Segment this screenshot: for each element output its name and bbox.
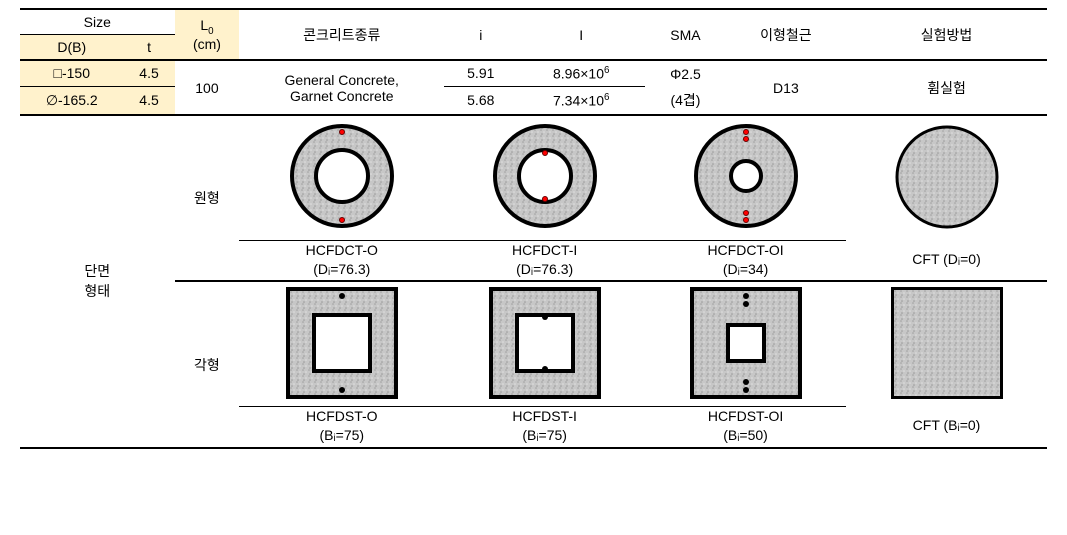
rect-diagram-3 <box>846 281 1047 406</box>
cap: HCFDST-O <box>306 408 378 424</box>
sub: (Dᵢ=34) <box>723 261 768 277</box>
cap: HCFDCT-I <box>512 242 577 258</box>
cell-iup-2: 7.34×106 <box>517 86 645 115</box>
hdr-i-up: I <box>517 9 645 60</box>
cell-l0: 100 <box>175 60 240 115</box>
sensor-dot <box>542 366 548 372</box>
hdr-sma: SMA <box>645 9 726 60</box>
hdr-rebar: 이형철근 <box>726 9 846 60</box>
sub: (Dᵢ=76.3) <box>313 261 370 277</box>
cap: CFT (Dᵢ=0) <box>912 251 980 267</box>
sensor-dot <box>339 217 345 223</box>
cell-rebar: D13 <box>726 60 846 115</box>
cell-conc: General Concrete,Garnet Concrete <box>239 60 444 115</box>
hdr-method: 실험방법 <box>846 9 1047 60</box>
hdr-l0-sym: L <box>200 17 208 33</box>
hdr-size: Size <box>20 9 175 35</box>
cell-conc-1: General Concrete, <box>285 72 399 88</box>
circ-cap-2: HCFDCT-OI (Dᵢ=34) <box>645 240 846 281</box>
sub: (Dᵢ=76.3) <box>516 261 573 277</box>
circ-diagram-3 <box>846 115 1047 240</box>
sensor-dot <box>743 217 749 223</box>
cell-ilow-1: 5.91 <box>444 60 517 86</box>
hdr-l0-unit: (cm) <box>193 36 221 52</box>
sub: (Bᵢ=50) <box>723 427 768 443</box>
hdr-t: t <box>124 35 175 61</box>
cell-iup-2-base: 7.34×10 <box>553 93 604 109</box>
sensor-dot <box>542 196 548 202</box>
rect-cap-0: HCFDST-O (Bᵢ=75) <box>239 406 444 447</box>
hdr-db: D(B) <box>20 35 124 61</box>
circle-OI-sensor <box>693 123 799 232</box>
circ-cap-3: CFT (Dᵢ=0) <box>846 240 1047 281</box>
sub: (Bᵢ=75) <box>522 427 567 443</box>
sensor-dot <box>743 136 749 142</box>
rect-solid <box>891 287 1003 399</box>
cap: HCFDST-OI <box>708 408 783 424</box>
cap: HCFDST-I <box>512 408 577 424</box>
hdr-l0-sub: 0 <box>208 25 213 36</box>
cap: HCFDCT-O <box>306 242 378 258</box>
cell-t-2: 4.5 <box>124 86 175 115</box>
circle-O-sensor <box>289 123 395 232</box>
sensor-dot <box>743 301 749 307</box>
sensor-dot <box>339 387 345 393</box>
rect-cap-3: CFT (Bᵢ=0) <box>846 406 1047 447</box>
cell-t-1: 4.5 <box>124 60 175 86</box>
cell-iup-1-exp: 6 <box>604 65 609 76</box>
rect-diagram-1 <box>444 281 645 406</box>
spec-table: Size L0(cm) 콘크리트종류 i I SMA 이형철근 실험방법 D(B… <box>20 8 1047 449</box>
cell-conc-2: Garnet Concrete <box>290 88 394 104</box>
rect-cap-1: HCFDST-I (Bᵢ=75) <box>444 406 645 447</box>
circ-cap-0: HCFDCT-O (Dᵢ=76.3) <box>239 240 444 281</box>
cell-method: 휨실험 <box>846 60 1047 115</box>
sensor-dot <box>339 129 345 135</box>
cell-db-1: □-150 <box>20 60 124 86</box>
sensor-dot <box>743 129 749 135</box>
cap: CFT (Bᵢ=0) <box>913 417 981 433</box>
sensor-dot <box>743 379 749 385</box>
rect-cap-2: HCFDST-OI (Bᵢ=50) <box>645 406 846 447</box>
rect-I-sensor <box>489 287 601 399</box>
sensor-dot <box>743 293 749 299</box>
cell-sma-top: Φ2.5 <box>645 60 726 86</box>
circle-solid <box>894 124 1000 233</box>
hdr-i-low: i <box>444 9 517 60</box>
sub: (Bᵢ=75) <box>319 427 364 443</box>
circle-I-sensor <box>492 123 598 232</box>
cell-db-2: ∅-165.2 <box>20 86 124 115</box>
hdr-concrete: 콘크리트종류 <box>239 9 444 60</box>
sensor-dot <box>339 293 345 299</box>
circ-diagram-2 <box>645 115 846 240</box>
cell-iup-2-exp: 6 <box>604 92 609 103</box>
circ-diagram-0 <box>239 115 444 240</box>
rect-diagram-2 <box>645 281 846 406</box>
section-label: 단면형태 <box>20 115 175 448</box>
sensor-dot <box>743 210 749 216</box>
sensor-dot <box>542 314 548 320</box>
cell-iup-1-base: 8.96×10 <box>553 66 604 82</box>
rect-OI-sensor <box>690 287 802 399</box>
circ-diagram-1 <box>444 115 645 240</box>
circ-label: 원형 <box>175 115 240 281</box>
cap: HCFDCT-OI <box>707 242 783 258</box>
cell-sma-bot: (4겹) <box>645 86 726 115</box>
sensor-dot <box>743 387 749 393</box>
rect-diagram-0 <box>239 281 444 406</box>
circ-cap-1: HCFDCT-I (Dᵢ=76.3) <box>444 240 645 281</box>
rect-label: 각형 <box>175 281 240 447</box>
sensor-dot <box>542 150 548 156</box>
cell-ilow-2: 5.68 <box>444 86 517 115</box>
rect-O-sensor <box>286 287 398 399</box>
cell-iup-1: 8.96×106 <box>517 60 645 86</box>
hdr-l0: L0(cm) <box>175 9 240 60</box>
